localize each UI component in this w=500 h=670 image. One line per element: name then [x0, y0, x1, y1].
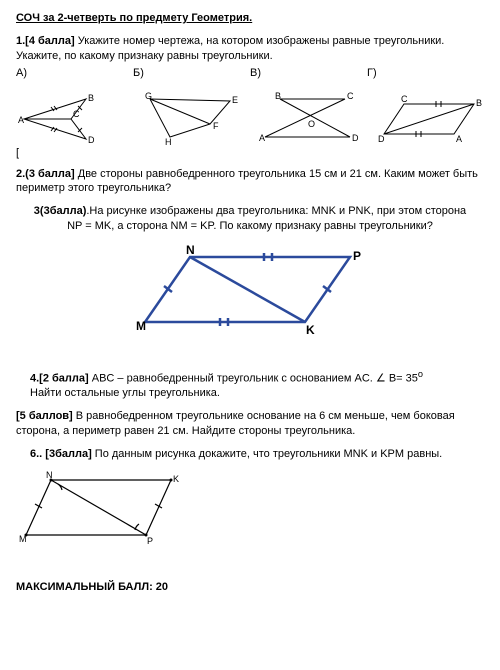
svg-text:M: M — [136, 319, 146, 333]
svg-text:D: D — [88, 135, 95, 145]
problem-3-text1: .На рисунке изображены два треугольника:… — [86, 205, 466, 217]
problem-2-text: Две стороны равнобедренного треугольника… — [16, 168, 478, 195]
figure-a: A B D C — [16, 89, 126, 149]
problem-4: 4.[2 балла] ABC – равнобедренный треугол… — [16, 368, 484, 401]
figure-b: G E F H — [135, 89, 245, 149]
problem-3-num: 3(3балла) — [34, 205, 87, 217]
svg-text:B: B — [476, 98, 482, 108]
svg-text:C: C — [73, 109, 80, 119]
svg-text:F: F — [213, 121, 219, 131]
problem-1-labels: А) Б) В) Г) — [16, 66, 484, 81]
figure-c: A B C D O — [255, 89, 365, 149]
problem-1-num: 1.[4 балла] — [16, 35, 75, 47]
svg-text:O: O — [308, 119, 315, 129]
problem-1-text1: Укажите номер чертежа, на котором изобра… — [75, 35, 445, 47]
svg-text:N: N — [46, 470, 53, 480]
max-score: МАКСИМАЛЬНЫЙ БАЛЛ: 20 — [16, 581, 484, 593]
svg-text:B: B — [275, 91, 281, 101]
problem-1: 1.[4 балла] Укажите номер чертежа, на ко… — [16, 34, 484, 81]
problem-3: 3(3балла).На рисунке изображены два треу… — [16, 204, 484, 234]
svg-text:B: B — [88, 93, 94, 103]
svg-text:D: D — [352, 133, 359, 143]
problem-6: 6.. [3балла] По данным рисунка докажите,… — [16, 447, 484, 462]
figure-6: N K M P — [16, 470, 484, 553]
svg-text:K: K — [173, 474, 179, 484]
problem-4-num: 4.[2 балла] — [30, 373, 89, 385]
document-title: СОЧ за 2-четверть по предмету Геометрия. — [16, 12, 484, 24]
problem-4-deg: o — [418, 369, 423, 379]
problem-6-num: 6.. [3балла] — [30, 448, 92, 460]
problem-3-text2: NP = MK, а сторона NM = KP. По какому пр… — [67, 220, 433, 232]
problem-5: [5 баллов] В равнобедренном треугольнике… — [16, 409, 484, 439]
problem-4-text1: ABC – равнобедренный треугольник с основ… — [89, 373, 418, 385]
figure-d: C B A D — [374, 89, 484, 149]
problem-2: 2.(3 балла] Две стороны равнобедренного … — [16, 167, 484, 197]
svg-text:D: D — [378, 134, 385, 144]
svg-text:M: M — [19, 534, 27, 544]
label-b: Б) — [133, 66, 250, 81]
problem-2-num: 2.(3 балла] — [16, 168, 75, 180]
svg-text:C: C — [401, 94, 408, 104]
problem-6-text: По данным рисунка докажите, что треуголь… — [92, 448, 442, 460]
svg-text:E: E — [232, 95, 238, 105]
problem-1-text2: Укажите, по какому признаку равны треуго… — [16, 50, 273, 62]
problem-1-figures: A B D C G E F H A B C D O — [16, 89, 484, 149]
svg-text:C: C — [347, 91, 354, 101]
svg-text:H: H — [165, 137, 172, 147]
problem-4-text2: Найти остальные углы треугольника. — [30, 387, 220, 399]
label-a: А) — [16, 66, 133, 81]
svg-text:N: N — [186, 243, 195, 257]
svg-text:P: P — [147, 536, 153, 546]
problem-5-num: [5 баллов] — [16, 410, 73, 422]
svg-text:A: A — [18, 115, 24, 125]
svg-text:G: G — [145, 91, 152, 101]
label-c: В) — [250, 66, 367, 81]
label-d: Г) — [367, 66, 484, 81]
svg-text:A: A — [259, 133, 265, 143]
problem-5-text: В равнобедренном треугольнике основание … — [16, 410, 455, 437]
figure-3: N P M K — [16, 242, 484, 340]
svg-text:A: A — [456, 134, 462, 144]
svg-text:K: K — [306, 323, 315, 337]
svg-text:P: P — [353, 249, 361, 263]
